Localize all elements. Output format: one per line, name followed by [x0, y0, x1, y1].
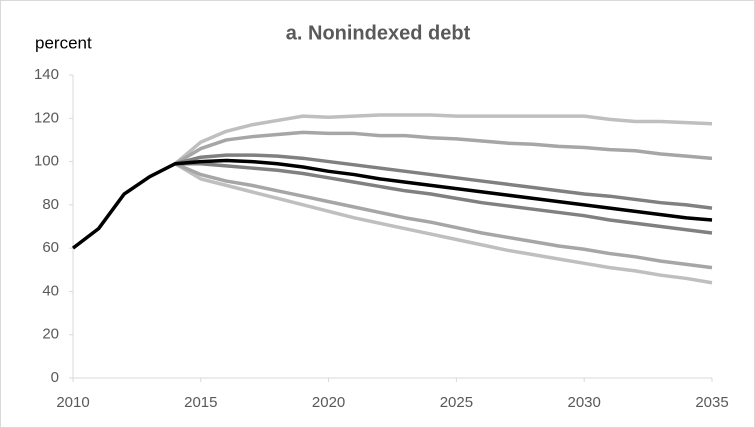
- series-line: [175, 161, 713, 235]
- series-line: [174, 153, 713, 210]
- series-line: [174, 130, 713, 166]
- x-tick-label: 2030: [568, 394, 601, 411]
- x-tick-label: 2015: [184, 394, 217, 411]
- x-tick-label: 2020: [312, 394, 345, 411]
- x-tick-label: 2035: [695, 394, 728, 411]
- y-tick-label: 120: [34, 109, 59, 126]
- y-tick-label: 60: [42, 239, 59, 256]
- x-tick-label: 2010: [56, 394, 89, 411]
- x-tick-label: 2025: [440, 394, 473, 411]
- y-tick-label: 140: [34, 66, 59, 83]
- y-tick-label: 80: [42, 196, 59, 213]
- series-line: [71, 158, 713, 250]
- y-tick-label: 20: [42, 326, 59, 343]
- chart-title: a. Nonindexed debt: [286, 22, 471, 44]
- y-axis-label: percent: [35, 33, 92, 52]
- y-tick-label: 40: [42, 282, 59, 299]
- series-line: [174, 113, 713, 166]
- y-tick-label: 0: [51, 369, 59, 386]
- y-tick-label: 100: [34, 153, 59, 170]
- series-line: [174, 162, 713, 285]
- series-line: [174, 162, 713, 270]
